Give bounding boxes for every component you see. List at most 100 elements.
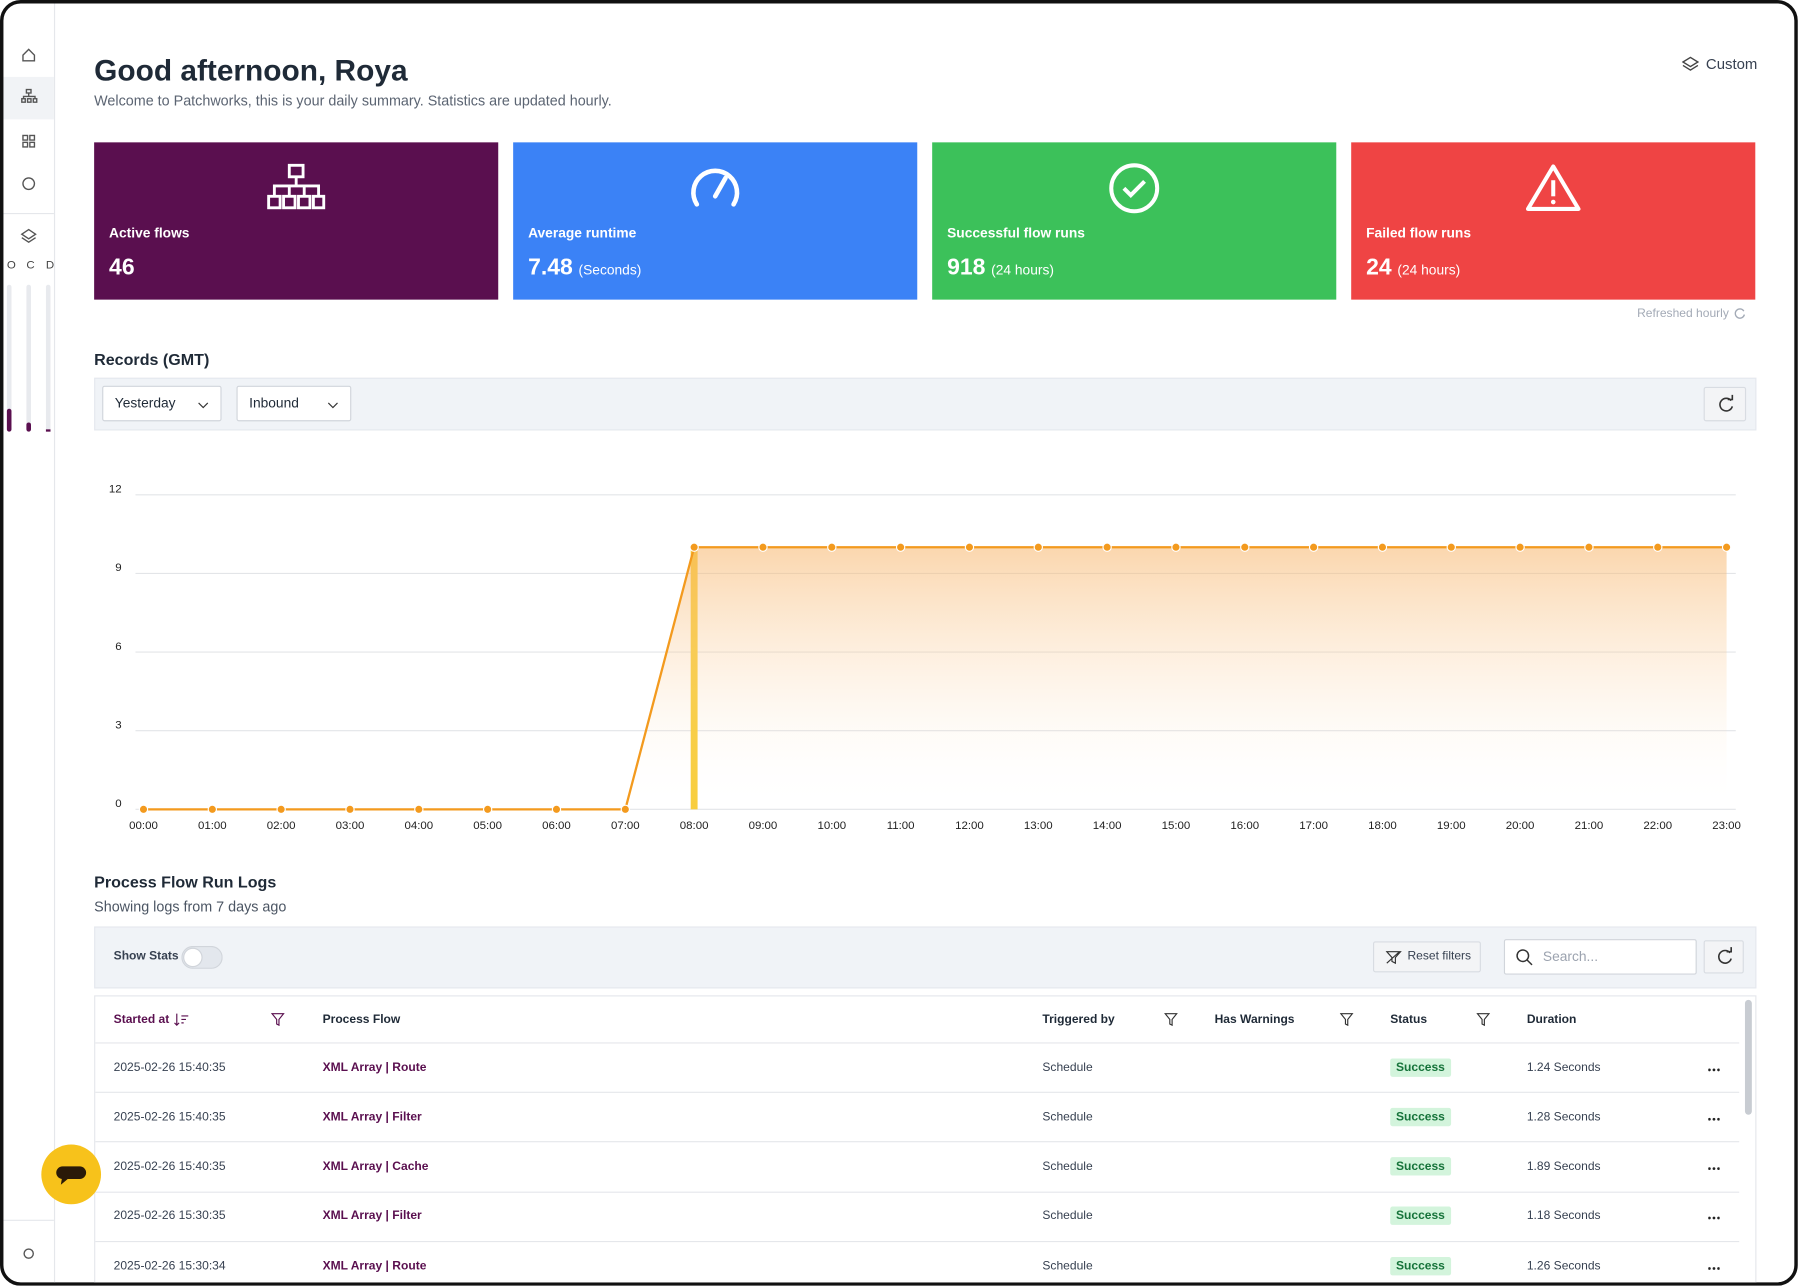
y-tick-label: 6 — [115, 641, 121, 653]
chevron — [198, 402, 209, 409]
stat-card[interactable]: Average runtime 7.48 (Seconds) — [513, 142, 918, 300]
table-cell: 2025-02-26 15:40:35 — [113, 1060, 226, 1074]
sidebar-label: O — [6, 259, 16, 273]
filter-shape — [1476, 1013, 1491, 1027]
home-icon[interactable] — [22, 48, 36, 62]
x-tick-label: 02:00 — [267, 820, 296, 832]
point — [1033, 542, 1043, 552]
status-cell: Success — [1390, 1107, 1451, 1126]
filter-icon[interactable] — [1476, 1013, 1491, 1027]
flows-icon[interactable] — [21, 88, 38, 103]
chat-button[interactable] — [40, 1144, 102, 1207]
point — [1377, 542, 1388, 552]
row-menu[interactable] — [1707, 1158, 1720, 1174]
direction-filter[interactable]: Inbound — [236, 385, 352, 422]
dot — [1717, 1067, 1720, 1071]
layers-icon — [1681, 56, 1700, 71]
x-tick-label: 14:00 — [1093, 820, 1122, 832]
table-cell: 1.89 Seconds — [1526, 1159, 1601, 1174]
process-flow-link[interactable]: XML Array | Filter — [322, 1209, 422, 1224]
apps-icon[interactable] — [22, 134, 36, 148]
card-label: Active flows — [109, 225, 190, 242]
point — [1102, 542, 1112, 552]
table-row — [95, 1240, 1740, 1243]
value: 918 — [947, 254, 986, 281]
search-icon — [1516, 949, 1533, 966]
dot — [1717, 1117, 1720, 1121]
process-flow-link[interactable]: XML Array | Route — [322, 1258, 427, 1273]
date-filter[interactable]: Yesterday — [102, 385, 222, 422]
dots-icon — [1707, 1067, 1720, 1071]
point — [964, 542, 975, 552]
unit: (Seconds) — [578, 261, 642, 278]
table-row — [95, 1141, 1740, 1143]
show-stats-toggle[interactable] — [181, 945, 223, 969]
section-title: Process Flow Run Logs — [94, 872, 277, 891]
row-menu[interactable] — [1707, 1208, 1720, 1224]
point — [138, 804, 149, 815]
point — [1446, 542, 1456, 552]
point — [689, 542, 699, 552]
row-menu[interactable] — [1707, 1258, 1720, 1274]
process-flow-link[interactable]: XML Array | Cache — [322, 1159, 429, 1174]
table-row — [95, 1191, 1740, 1193]
x-tick-label: 19:00 — [1437, 820, 1466, 832]
records-chart: 0 3 6 9 12 00:00 01:00 02:00 03:00 04:00 05:00 06:0… — [109, 483, 1741, 832]
point — [1584, 542, 1594, 552]
custom-button[interactable]: Custom — [1681, 55, 1757, 72]
process-flow-link[interactable]: XML Array | Filter — [322, 1109, 422, 1124]
point — [414, 804, 424, 815]
x-tick-label: 23:00 — [1712, 820, 1741, 832]
filter-off-icon — [1385, 951, 1402, 965]
records-toolbar: Yesterday Inbound — [94, 377, 1757, 431]
dot — [1712, 1117, 1716, 1121]
refreshed-note: Refreshed hourly — [1637, 307, 1746, 320]
card-value: 46 — [109, 254, 135, 281]
dots-icon — [1707, 1167, 1720, 1171]
table-cell: 2025-02-26 15:30:35 — [113, 1209, 226, 1224]
sidebar: O C D — [3, 3, 56, 1283]
refresh-icon — [1734, 307, 1746, 319]
filter-icon[interactable] — [1339, 1013, 1354, 1027]
check-icon — [1109, 163, 1160, 214]
settings-icon[interactable] — [23, 1248, 34, 1259]
stat-card[interactable]: Failed flow runs 24 (24 hours) — [1351, 142, 1756, 300]
filter-icon[interactable] — [1164, 1013, 1178, 1027]
table-cell: Schedule — [1042, 1060, 1093, 1074]
layers-icon[interactable] — [20, 228, 37, 244]
x-tick-label: 15:00 — [1162, 820, 1191, 832]
logs-table: Started at Process Flow Triggered by Has Wa… — [94, 995, 1757, 1283]
reset-filters-button[interactable]: Reset filters — [1373, 941, 1481, 973]
refresh-button[interactable] — [1703, 940, 1744, 974]
x-tick-label: 18:00 — [1368, 820, 1397, 832]
refresh-button[interactable] — [1703, 386, 1747, 422]
x-tick-label: 00:00 — [129, 820, 158, 832]
table-cell: 2025-02-26 15:40:35 — [113, 1159, 226, 1174]
unit: (24 hours) — [991, 261, 1054, 278]
search-placeholder: Search... — [1542, 948, 1599, 965]
unit: (24 hours) — [1397, 261, 1461, 278]
row-menu[interactable] — [1707, 1059, 1720, 1075]
section-title: Records (GMT) — [94, 350, 210, 369]
stat-card[interactable]: Active flows 46 — [94, 142, 499, 300]
process-flow-link[interactable]: XML Array | Route — [322, 1060, 427, 1074]
gauge-icon — [691, 168, 740, 207]
filter-shape — [1164, 1013, 1178, 1027]
column-header[interactable]: Started at — [113, 1012, 170, 1027]
search-input[interactable]: Search... — [1503, 939, 1697, 975]
status-cell: Success — [1390, 1206, 1451, 1226]
sidebar-label: D — [45, 259, 55, 273]
help-icon[interactable] — [22, 177, 36, 191]
filter-icon[interactable] — [270, 1013, 285, 1027]
filter-shape — [1339, 1013, 1354, 1027]
stat-card[interactable]: Successful flow runs 918 (24 hours) — [932, 142, 1337, 300]
x-tick-label: 06:00 — [542, 820, 571, 832]
card-label: Successful flow runs — [947, 225, 1085, 242]
row-menu[interactable] — [1707, 1109, 1720, 1125]
column-header: Status — [1390, 1012, 1428, 1027]
line — [143, 546, 1727, 811]
point — [1171, 542, 1181, 552]
point — [1653, 542, 1663, 552]
